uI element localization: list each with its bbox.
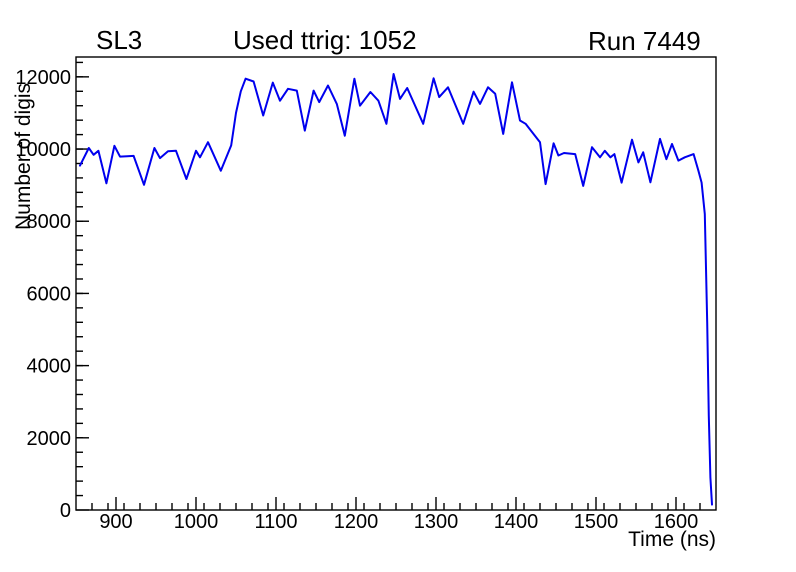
x-tick-label: 1300 [414,511,459,533]
x-tick-label: 1400 [494,511,539,533]
y-axis-title: Number of digis [12,83,35,230]
x-tick-label: 1100 [254,511,297,533]
x-tick-label: 1000 [174,511,219,533]
timebox-series-line [79,73,713,506]
pad-title-left: SL3 [96,25,142,55]
axis-ticks: 900 1000 1100 1200 1300 1400 1500 1600 0 2000 4000… [15,61,701,533]
y-tick-label: 2000 [27,428,72,450]
y-tick-label: 6000 [27,283,72,305]
plot-frame [75,56,717,511]
y-tick-label: 0 [60,500,71,522]
y-tick-label: 12000 [15,67,71,89]
x-axis-title: Time (ns) [628,528,716,551]
x-tick-label: 1200 [334,511,379,533]
y-tick-label: 10000 [15,139,71,161]
pad-title-right: Run 7449 [588,26,701,56]
pad-title-center: Used ttrig: 1052 [233,25,417,55]
y-tick-label: 4000 [27,356,72,378]
x-tick-label: 900 [99,511,132,533]
x-tick-label: 1600 [654,511,699,533]
y-tick-label: 8000 [27,211,72,233]
x-tick-label: 1500 [574,511,619,533]
